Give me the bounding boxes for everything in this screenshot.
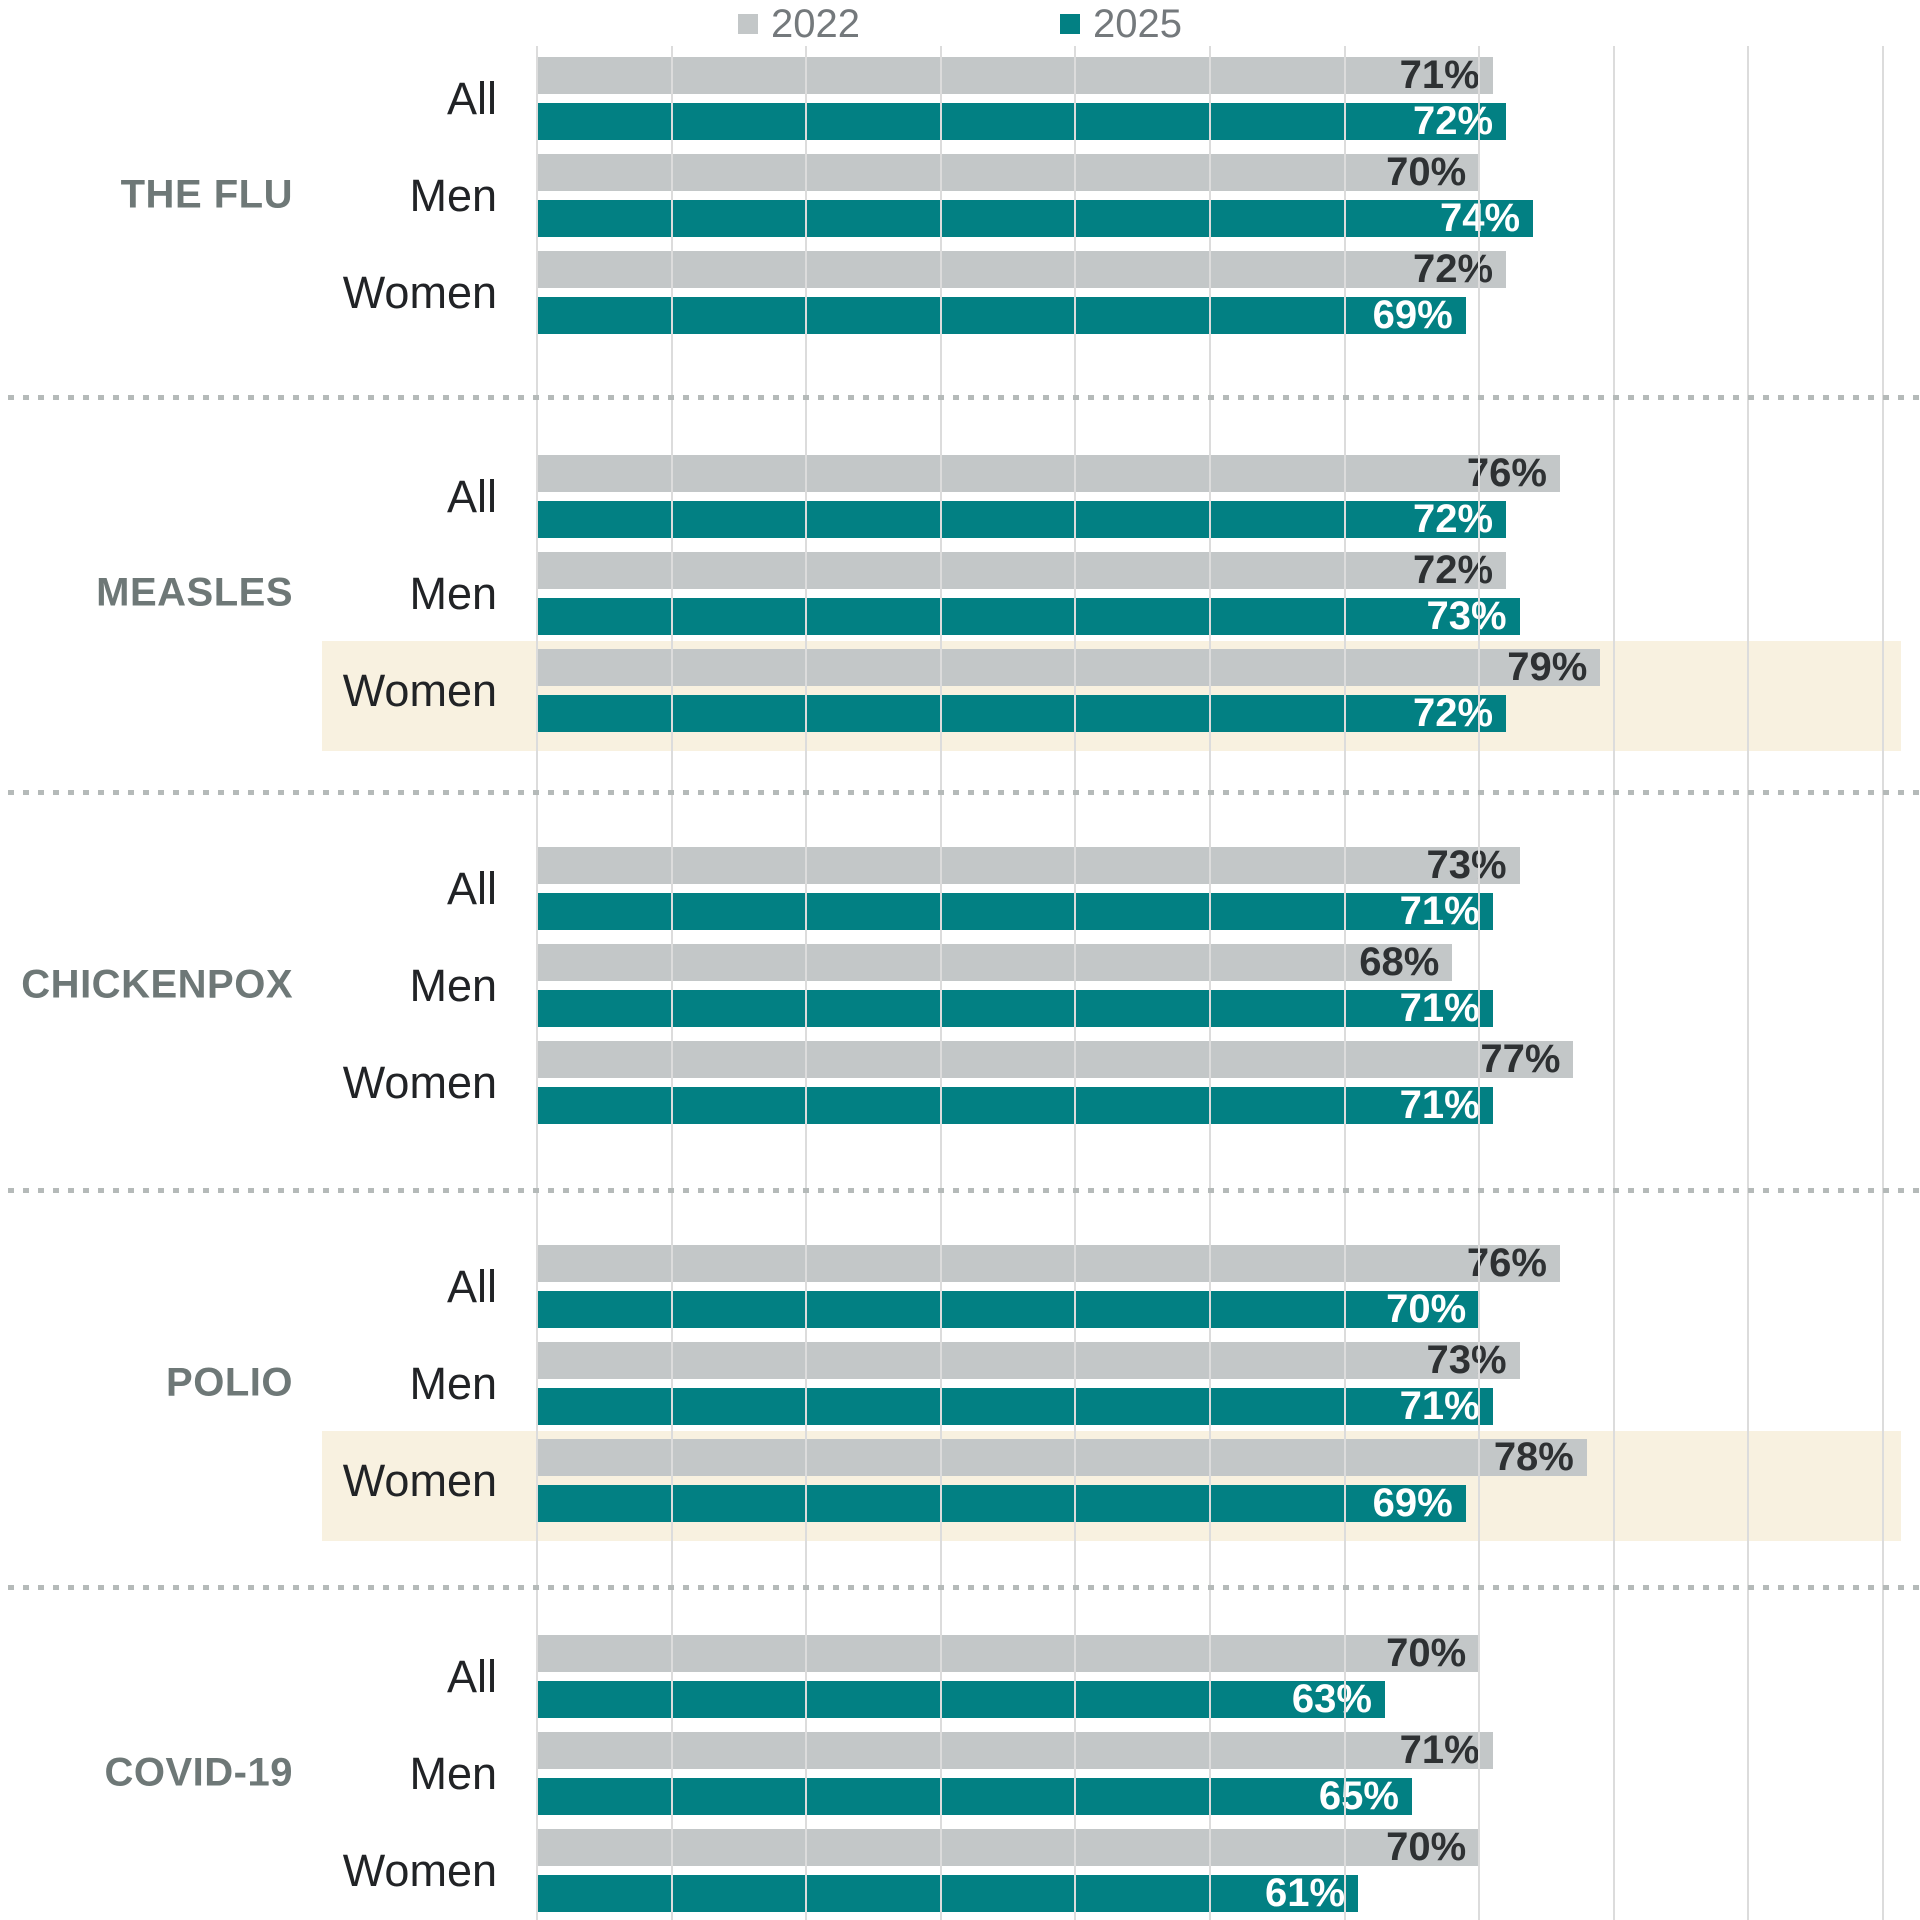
bar-2025-covid-19-women: 61% <box>537 1871 1359 1915</box>
gridline-100-percent <box>1882 46 1884 1920</box>
section-label-polio: POLIO <box>166 1360 293 1405</box>
legend: 2022 2025 <box>0 0 1920 48</box>
row-label-polio-men: Men <box>409 1357 497 1409</box>
row-label-chickenpox-all: All <box>446 862 497 914</box>
row-label-measles-men: Men <box>409 567 497 619</box>
gridline-80-percent <box>1612 46 1615 1920</box>
legend-swatch-2022-icon <box>738 14 759 34</box>
gridline-40-percent <box>1074 46 1077 1920</box>
row-label-chickenpox-men: Men <box>409 959 497 1011</box>
legend-label-2022: 2022 <box>771 1 860 46</box>
legend-swatch-2025-icon <box>1060 14 1080 34</box>
gridline-60-percent <box>1343 46 1346 1920</box>
gridline-90-percent <box>1747 46 1750 1920</box>
row-label-measles-women: Women <box>342 664 497 716</box>
legend-label-2025: 2025 <box>1093 1 1182 46</box>
bar-2022-polio-all: 76% <box>537 1241 1560 1285</box>
bar-2022-measles-all: 76% <box>537 451 1560 495</box>
bar-2022-chickenpox-women: 77% <box>537 1037 1574 1081</box>
bar-2025-measles-all: 72% <box>537 497 1507 541</box>
gridline-10-percent <box>670 46 673 1920</box>
bar-2025-the-flu-all: 72% <box>537 99 1507 143</box>
bar-2025-chickenpox-men: 71% <box>537 986 1493 1030</box>
bar-2025-polio-women: 69% <box>537 1481 1466 1525</box>
bar-2022-the-flu-all: 71% <box>537 53 1493 97</box>
gridline-0-percent <box>536 46 538 1920</box>
bar-2022-the-flu-men: 70% <box>537 150 1480 194</box>
gridline-70-percent <box>1478 46 1481 1920</box>
legend-item-2022: 2022 <box>738 2 860 47</box>
bar-2025-polio-men: 71% <box>537 1384 1493 1428</box>
section-label-the-flu: THE FLU <box>120 172 293 217</box>
row-label-measles-all: All <box>446 470 497 522</box>
gridline-50-percent <box>1209 46 1211 1920</box>
gridline-20-percent <box>805 46 808 1920</box>
section-label-chickenpox: CHICKENPOX <box>21 962 293 1007</box>
bar-2025-covid-19-all: 63% <box>537 1677 1385 1721</box>
row-label-the-flu-men: Men <box>409 169 497 221</box>
bar-2025-chickenpox-all: 71% <box>537 889 1493 933</box>
bar-2022-covid-19-men: 71% <box>537 1728 1493 1772</box>
bar-2022-covid-19-women: 70% <box>537 1825 1480 1869</box>
bar-2022-the-flu-women: 72% <box>537 247 1507 291</box>
row-label-the-flu-women: Women <box>342 266 497 318</box>
section-label-covid-19: COVID-19 <box>104 1750 293 1795</box>
bar-2025-chickenpox-women: 71% <box>537 1083 1493 1127</box>
bar-2022-chickenpox-men: 68% <box>537 940 1453 984</box>
bar-2025-covid-19-men: 65% <box>537 1774 1412 1818</box>
bar-2025-the-flu-women: 69% <box>537 293 1466 337</box>
section-separator-1 <box>8 395 1920 400</box>
bar-2025-measles-men: 73% <box>537 594 1520 638</box>
bar-2025-the-flu-men: 74% <box>537 196 1534 240</box>
legend-item-2025: 2025 <box>1060 2 1182 47</box>
row-label-covid-19-men: Men <box>409 1747 497 1799</box>
section-separator-3 <box>8 1188 1920 1193</box>
section-label-measles: MEASLES <box>96 570 293 615</box>
bar-2022-measles-men: 72% <box>537 548 1507 592</box>
bar-2022-chickenpox-all: 73% <box>537 843 1520 887</box>
bar-2022-polio-women: 78% <box>537 1435 1587 1479</box>
bar-2025-measles-women: 72% <box>537 691 1507 735</box>
row-label-covid-19-women: Women <box>342 1844 497 1896</box>
gridline-30-percent <box>939 46 942 1920</box>
row-label-chickenpox-women: Women <box>342 1056 497 1108</box>
row-label-the-flu-all: All <box>446 72 497 124</box>
bar-2022-covid-19-all: 70% <box>537 1631 1480 1675</box>
bar-2025-polio-all: 70% <box>537 1287 1480 1331</box>
bar-2022-measles-women: 79% <box>537 645 1601 689</box>
section-separator-2 <box>8 790 1920 795</box>
section-separator-4 <box>8 1585 1920 1590</box>
bar-2022-polio-men: 73% <box>537 1338 1520 1382</box>
row-label-polio-women: Women <box>342 1454 497 1506</box>
row-label-covid-19-all: All <box>446 1650 497 1702</box>
row-label-polio-all: All <box>446 1260 497 1312</box>
